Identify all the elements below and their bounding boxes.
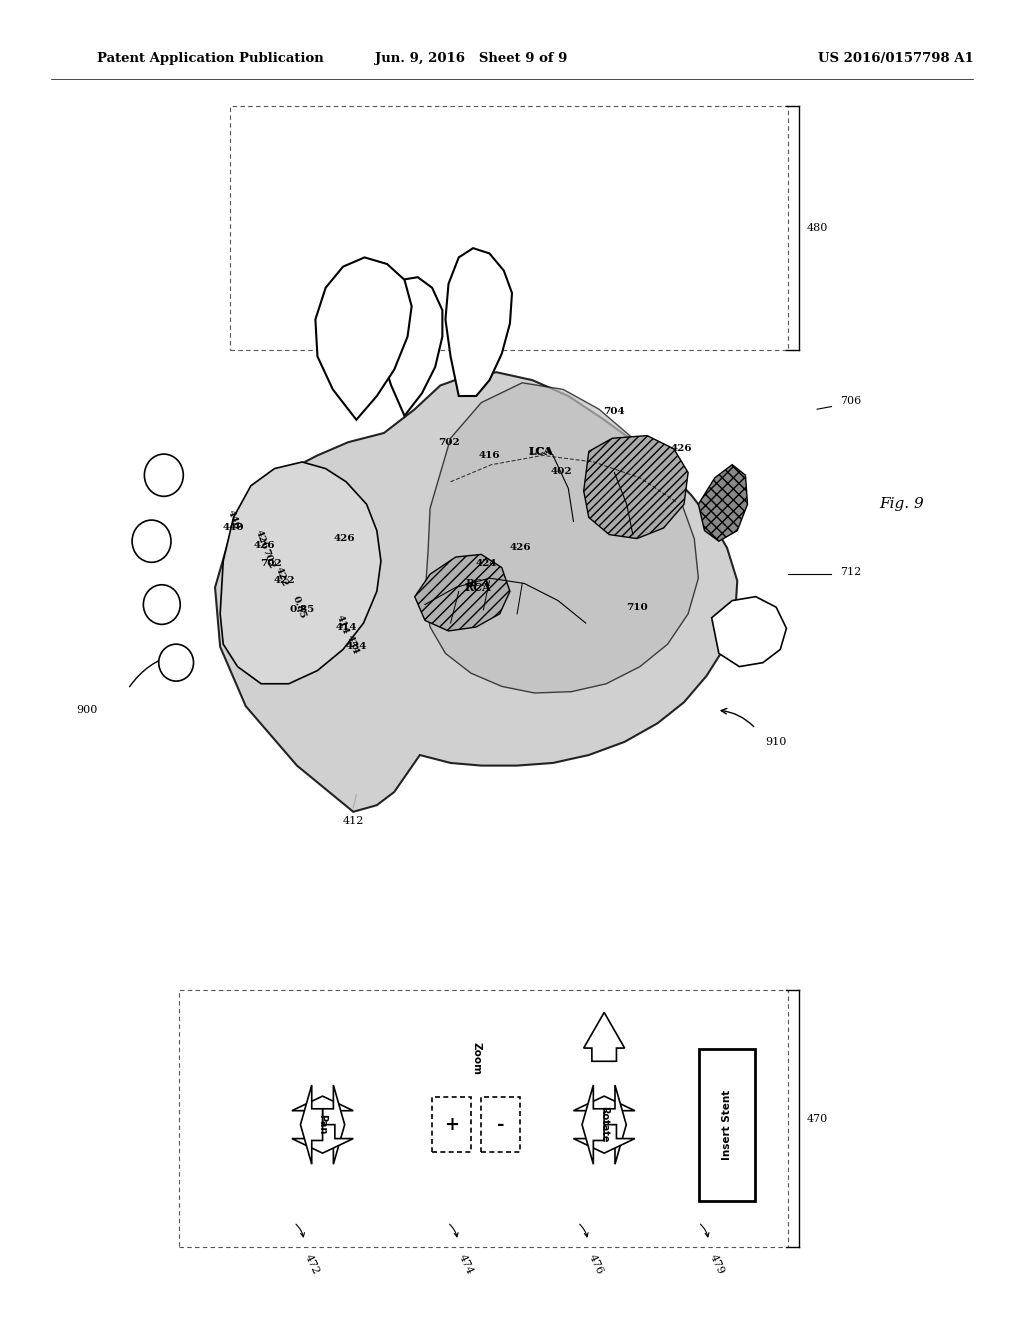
Polygon shape <box>584 1012 625 1061</box>
Text: Rotate: Rotate <box>599 1106 609 1143</box>
Polygon shape <box>573 1125 635 1154</box>
Polygon shape <box>379 277 442 416</box>
Bar <box>481 1097 520 1152</box>
Polygon shape <box>415 554 510 631</box>
Text: 900: 900 <box>77 705 97 715</box>
Text: 416: 416 <box>478 451 501 459</box>
Text: Patent Application Publication: Patent Application Publication <box>97 51 324 65</box>
Text: Insert Stent: Insert Stent <box>722 1089 732 1160</box>
Polygon shape <box>292 1096 353 1125</box>
Text: Pan: Pan <box>317 1114 328 1135</box>
Polygon shape <box>584 436 688 539</box>
Text: 434: 434 <box>346 643 367 651</box>
Polygon shape <box>573 1096 635 1125</box>
Polygon shape <box>215 372 737 812</box>
Bar <box>230 106 788 350</box>
Text: 470: 470 <box>807 1114 828 1123</box>
Text: 426: 426 <box>333 535 355 543</box>
Text: 440: 440 <box>223 524 244 532</box>
Text: 414: 414 <box>336 623 356 631</box>
Text: 702: 702 <box>437 438 460 446</box>
Polygon shape <box>698 465 748 541</box>
Text: Zoom: Zoom <box>471 1043 481 1074</box>
Text: 480: 480 <box>807 223 828 232</box>
Text: 424: 424 <box>476 560 497 568</box>
Text: US 2016/0157798 A1: US 2016/0157798 A1 <box>818 51 974 65</box>
Ellipse shape <box>143 585 180 624</box>
Text: 426: 426 <box>670 445 692 453</box>
Polygon shape <box>220 462 381 684</box>
Text: 422: 422 <box>273 577 296 585</box>
Text: 472: 472 <box>303 1253 322 1276</box>
Text: LCA: LCA <box>528 446 553 457</box>
Text: 910: 910 <box>766 737 786 747</box>
Text: RCA: RCA <box>466 579 490 587</box>
Polygon shape <box>445 248 512 396</box>
Bar <box>179 990 788 1247</box>
Text: 440: 440 <box>225 510 242 531</box>
Text: 702: 702 <box>260 560 283 568</box>
Ellipse shape <box>144 454 183 496</box>
Text: Jun. 9, 2016   Sheet 9 of 9: Jun. 9, 2016 Sheet 9 of 9 <box>375 51 567 65</box>
Polygon shape <box>582 1085 604 1164</box>
Text: 414: 414 <box>335 614 349 635</box>
Text: 0.85: 0.85 <box>291 594 307 620</box>
Polygon shape <box>604 1085 627 1164</box>
Ellipse shape <box>132 520 171 562</box>
Text: -: - <box>497 1115 505 1134</box>
Text: 706: 706 <box>840 396 861 407</box>
Polygon shape <box>315 257 412 420</box>
Text: RCA: RCA <box>465 582 492 593</box>
Text: 0.85: 0.85 <box>290 606 314 614</box>
Text: 474: 474 <box>457 1253 475 1276</box>
Text: +: + <box>444 1115 459 1134</box>
Polygon shape <box>323 1085 345 1164</box>
Text: 702: 702 <box>260 548 276 569</box>
Text: 422: 422 <box>273 566 290 587</box>
Ellipse shape <box>159 644 194 681</box>
Bar <box>432 1097 471 1152</box>
Text: 476: 476 <box>587 1253 605 1276</box>
Text: 704: 704 <box>603 408 626 416</box>
Text: 710: 710 <box>626 603 648 611</box>
Text: 402: 402 <box>550 467 572 475</box>
Polygon shape <box>300 1085 323 1164</box>
Text: 412: 412 <box>343 816 364 826</box>
Bar <box>698 1048 756 1201</box>
Text: 434: 434 <box>344 634 360 655</box>
Text: Fig. 9: Fig. 9 <box>879 498 924 511</box>
Text: LCA: LCA <box>529 447 552 455</box>
Polygon shape <box>425 383 698 693</box>
Text: 426: 426 <box>253 529 269 550</box>
Text: 479: 479 <box>708 1253 726 1276</box>
Text: 426: 426 <box>253 541 275 549</box>
Text: 712: 712 <box>840 566 861 577</box>
Polygon shape <box>292 1125 353 1154</box>
Text: 426: 426 <box>509 544 531 552</box>
Polygon shape <box>712 597 786 667</box>
